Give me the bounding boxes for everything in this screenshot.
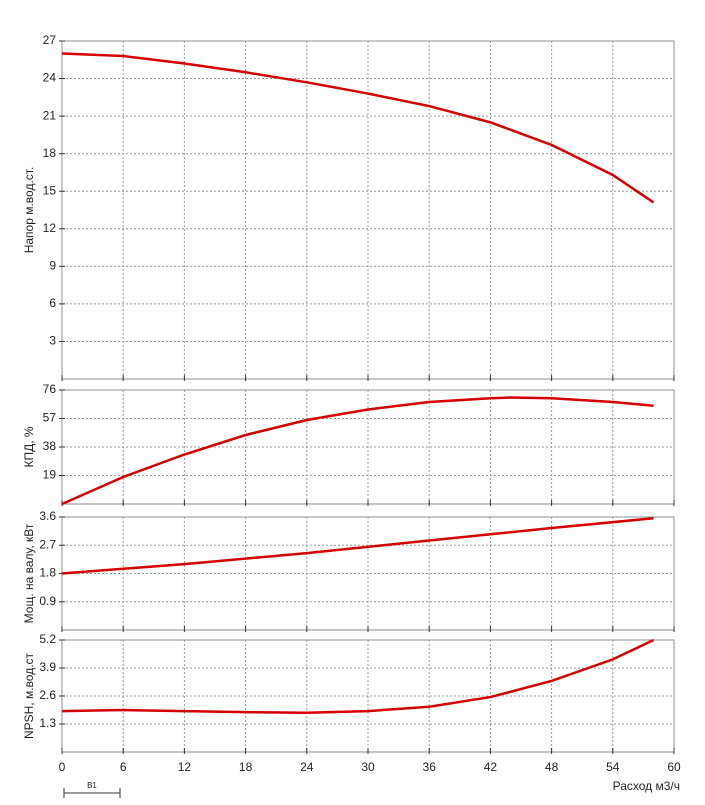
y-tick-label: 5.2 <box>39 632 56 646</box>
y-tick-label: 3.6 <box>39 509 56 523</box>
curve <box>61 396 654 506</box>
y-tick-label: 21 <box>43 108 57 122</box>
x-tick-label: 36 <box>423 760 437 774</box>
annotation: B1 <box>87 781 97 790</box>
y-tick-label: 27 <box>43 33 57 47</box>
x-axis-title: Расход м3/ч <box>613 779 680 793</box>
y-tick-label: 76 <box>43 382 57 396</box>
y-tick-label: 1.3 <box>39 716 56 730</box>
curve <box>61 638 655 715</box>
y-axis-title: КПД, % <box>22 426 36 467</box>
x-tick-label: 0 <box>59 760 66 774</box>
y-tick-label: 2.6 <box>39 688 56 702</box>
y-tick-label: 38 <box>43 439 57 453</box>
y-tick-label: 3.9 <box>39 660 56 674</box>
x-tick-label: 18 <box>239 760 253 774</box>
curve <box>61 517 654 575</box>
y-axis-title: Мощ. на валу, кВт <box>22 523 36 623</box>
y-tick-label: 6 <box>49 296 56 310</box>
x-tick-label: 54 <box>606 760 620 774</box>
x-tick-label: 12 <box>178 760 192 774</box>
x-tick-label: 30 <box>361 760 375 774</box>
y-tick-label: 1.8 <box>39 566 56 580</box>
x-tick-label: 42 <box>484 760 498 774</box>
y-tick-label: 57 <box>43 411 57 425</box>
y-axis-title: Напор м.вод.ст. <box>22 167 36 254</box>
y-tick-label: 12 <box>43 221 57 235</box>
x-tick-label: 48 <box>545 760 559 774</box>
curve <box>61 52 655 204</box>
y-tick-label: 3 <box>49 334 56 348</box>
y-tick-label: 15 <box>43 183 57 197</box>
y-tick-label: 9 <box>49 259 56 273</box>
y-tick-label: 0.9 <box>39 594 56 608</box>
x-tick-label: 6 <box>120 760 127 774</box>
y-tick-label: 18 <box>43 146 57 160</box>
x-tick-label: 24 <box>300 760 314 774</box>
y-axis-title: NPSH, м.вод.ст <box>22 652 36 739</box>
y-tick-label: 24 <box>43 71 57 85</box>
x-tick-label: 60 <box>667 760 681 774</box>
y-tick-label: 2.7 <box>39 537 56 551</box>
y-tick-label: 19 <box>43 468 57 482</box>
